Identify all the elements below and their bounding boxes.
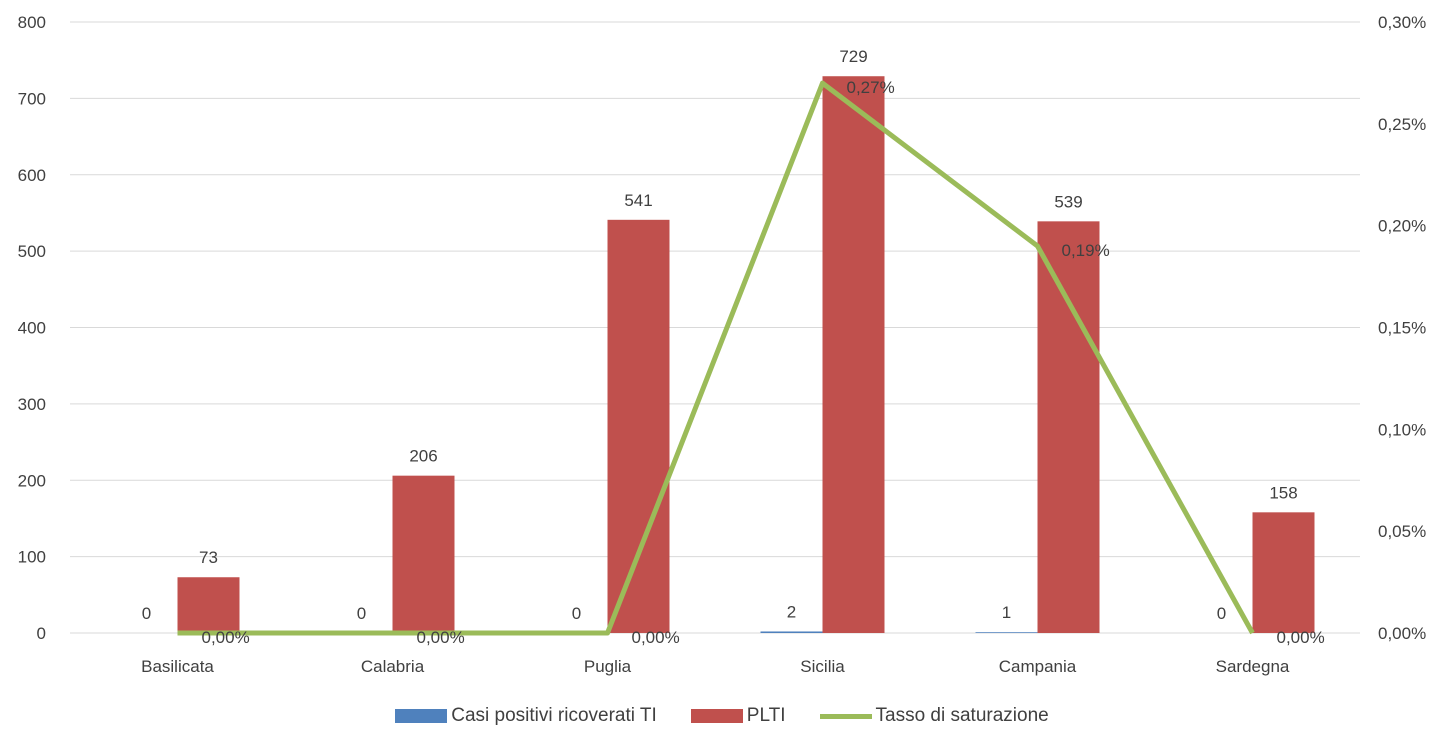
bar-plti (822, 76, 885, 633)
legend-swatch-casi (395, 709, 448, 723)
data-label-plti: 541 (624, 191, 652, 210)
y-left-tick-label: 100 (18, 548, 46, 567)
legend-swatch-tasso (819, 713, 872, 719)
data-label-casi-positivi: 0 (572, 604, 581, 623)
x-tick-label: Basilicata (141, 657, 214, 676)
bar-plti (607, 219, 670, 633)
legend-swatch-plti (690, 709, 743, 723)
y-left-tick-label: 200 (18, 471, 46, 490)
data-label-tasso-saturazione: 0,19% (1062, 241, 1110, 260)
y-left-tick-label: 800 (18, 13, 46, 32)
data-label-tasso-saturazione: 0,00% (202, 628, 250, 647)
legend-item-tasso: Tasso di saturazione (819, 705, 1049, 727)
x-tick-label: Sicilia (800, 657, 845, 676)
bar-casi-positivi (975, 632, 1038, 633)
y-right-tick-label: 0,20% (1378, 217, 1426, 236)
bar-plti (177, 577, 240, 633)
y-right-tick-label: 0,25% (1378, 115, 1426, 134)
y-left-tick-label: 0 (37, 624, 46, 643)
data-label-plti: 158 (1269, 483, 1297, 502)
legend-item-plti: PLTI (690, 705, 786, 727)
legend-label-plti: PLTI (746, 705, 786, 726)
legend-label-casi: Casi positivi ricoverati TI (451, 705, 657, 726)
line-tasso-saturazione (177, 80, 1255, 636)
data-label-tasso-saturazione: 0,00% (632, 628, 680, 647)
y-left-tick-label: 400 (18, 319, 46, 338)
y-left-tick-label: 700 (18, 89, 46, 108)
data-label-plti: 729 (839, 47, 867, 66)
data-label-casi-positivi: 0 (357, 604, 366, 623)
x-tick-label: Campania (999, 657, 1077, 676)
legend: Casi positivi ricoverati TI PLTI Tasso d… (0, 705, 1444, 727)
x-tick-label: Sardegna (1216, 657, 1290, 676)
data-label-plti: 206 (409, 447, 437, 466)
y-right-tick-label: 0,10% (1378, 420, 1426, 439)
bar-plti (1037, 221, 1100, 633)
data-label-tasso-saturazione: 0,00% (1277, 628, 1325, 647)
data-label-casi-positivi: 0 (142, 604, 151, 623)
y-right-tick-label: 0,00% (1378, 624, 1426, 643)
data-label-plti: 539 (1054, 192, 1082, 211)
y-left-tick-label: 500 (18, 242, 46, 261)
bar-plti (1252, 512, 1315, 633)
y-left-tick-label: 600 (18, 166, 46, 185)
y-right-tick-label: 0,30% (1378, 13, 1426, 32)
legend-label-tasso: Tasso di saturazione (875, 705, 1049, 726)
legend-item-casi: Casi positivi ricoverati TI (395, 705, 657, 727)
x-tick-label: Calabria (361, 657, 425, 676)
data-label-plti: 73 (199, 548, 218, 567)
bar-plti (392, 475, 455, 633)
data-label-casi-positivi: 1 (1002, 603, 1011, 622)
data-label-tasso-saturazione: 0,27% (847, 78, 895, 97)
data-label-casi-positivi: 2 (787, 602, 796, 621)
y-left-tick-label: 300 (18, 395, 46, 414)
bar-casi-positivi (760, 631, 823, 633)
data-label-tasso-saturazione: 0,00% (417, 628, 465, 647)
data-label-casi-positivi: 0 (1217, 604, 1226, 623)
x-tick-label: Puglia (584, 657, 632, 676)
y-right-tick-label: 0,05% (1378, 522, 1426, 541)
y-right-tick-label: 0,15% (1378, 319, 1426, 338)
